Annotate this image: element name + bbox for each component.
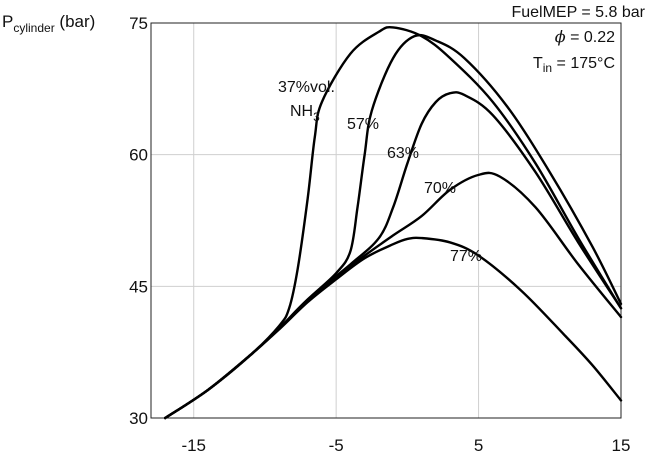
y-axis-label: Pcylinder (bar)	[2, 12, 95, 35]
series-line-77pct	[164, 236, 623, 420]
nh3-main: NH	[290, 103, 313, 120]
series-label-37-line2: NH3	[290, 103, 320, 124]
plot-frame	[150, 22, 622, 419]
axes: -15 -5 5 15 30 45 60 75	[129, 14, 630, 455]
series-line-37pct	[164, 25, 623, 420]
series-group	[164, 25, 623, 420]
annotation-tin: Tin = 175°C	[533, 55, 615, 75]
phi-symbol: ϕ	[555, 27, 566, 46]
x-tick-label: 15	[612, 436, 631, 455]
series-label-37-line1: 37%vol.	[278, 79, 335, 96]
annotation-fuelmep: FuelMEP = 5.8 bar	[511, 4, 645, 21]
x-tick-label: 5	[474, 436, 483, 455]
series-label-70: 70%	[424, 180, 456, 197]
series-label-57: 57%	[347, 116, 379, 133]
x-tick-label: -5	[329, 436, 344, 455]
y-axis-label-unit: (bar)	[55, 12, 96, 31]
tin-main: T	[533, 55, 543, 72]
y-tick-label: 60	[129, 146, 148, 165]
y-tick-label: 30	[129, 409, 148, 428]
series-label-77: 77%	[450, 248, 482, 265]
grid	[151, 22, 622, 419]
y-tick-label: 45	[129, 277, 148, 296]
annotation-phi: ϕ = 0.22	[555, 27, 615, 46]
series-label-63: 63%	[387, 145, 419, 162]
phi-value: = 0.22	[566, 29, 615, 46]
x-tick-label: -15	[181, 436, 206, 455]
tin-value: = 175°C	[552, 55, 615, 72]
nh3-sub: 3	[313, 110, 320, 124]
tin-sub: in	[543, 61, 552, 75]
y-tick-label: 75	[129, 14, 148, 33]
series-line-57pct	[164, 33, 623, 420]
y-axis-label-sub: cylinder	[13, 21, 54, 35]
y-axis-label-main: P	[2, 12, 13, 31]
